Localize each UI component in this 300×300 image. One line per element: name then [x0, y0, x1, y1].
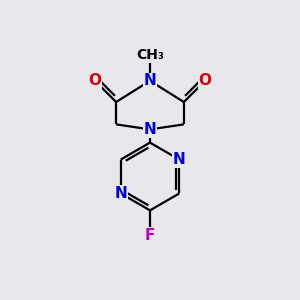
Text: N: N: [114, 186, 127, 201]
Text: O: O: [199, 73, 212, 88]
Text: CH₃: CH₃: [136, 48, 164, 62]
Text: N: N: [144, 73, 156, 88]
Text: O: O: [88, 73, 101, 88]
Text: F: F: [145, 228, 155, 243]
Text: N: N: [144, 122, 156, 137]
Text: N: N: [173, 152, 186, 167]
